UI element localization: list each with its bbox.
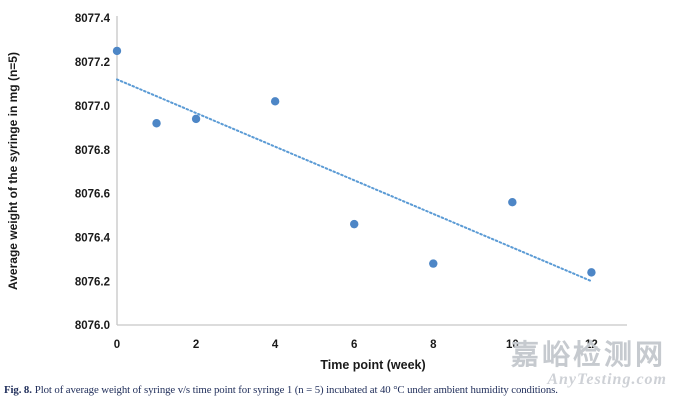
scatter-chart: 8076.0 8076.2 8076.4 8076.6 8076.8 8077.0 8077… (6, 13, 627, 372)
x-tick-label: 0 (114, 339, 120, 351)
y-tick-label: 8077.0 (75, 101, 110, 113)
x-axis-title: Time point (week) (320, 358, 425, 372)
watermark-cn: 嘉峪检测网 (510, 338, 666, 371)
y-tick-label: 8076.4 (75, 232, 111, 244)
x-tick-label: 6 (351, 339, 357, 351)
data-point-week-4 (270, 97, 280, 106)
y-tick-label: 8076.6 (75, 189, 110, 201)
x-tick-label: 2 (193, 339, 199, 351)
y-tick-label: 8076.8 (75, 145, 111, 157)
x-tick-label: 10 (506, 339, 519, 351)
y-axis-title: Average weight of the syringe in mg (n=5… (6, 52, 20, 290)
data-point-week-12 (587, 268, 596, 277)
x-tick-label: 12 (585, 339, 598, 351)
figure-caption: Fig. 8. Plot of average weight of syringe… (4, 384, 678, 396)
data-point-week-6 (350, 219, 359, 229)
data-point-week-10 (508, 198, 517, 207)
trendline (116, 78, 593, 283)
y-tick-label: 8077.4 (75, 13, 111, 25)
data-point-week-2 (191, 114, 201, 124)
x-tick-label: 4 (272, 339, 279, 351)
y-tick-label: 8077.2 (75, 57, 110, 69)
data-point-week-0 (112, 46, 122, 56)
y-tick-label: 8076.0 (75, 320, 110, 332)
x-tick-label: 8 (430, 339, 437, 351)
y-tick-label: 8076.2 (75, 276, 110, 288)
figure-caption-text: Plot of average weight of syringe v/s ti… (34, 384, 558, 396)
data-point-week-1 (152, 119, 161, 128)
data-point-week-8 (429, 259, 438, 268)
figure-caption-label: Fig. 8. (4, 384, 32, 396)
watermark-en: AnyTesting.com (547, 371, 667, 388)
